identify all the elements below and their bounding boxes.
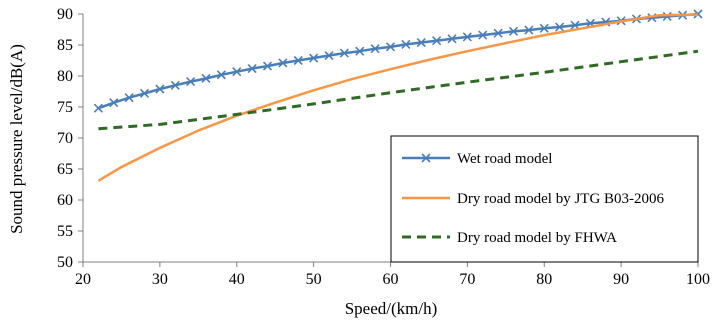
data-point-marker	[385, 42, 396, 52]
legend: Wet road model Dry road model by JTG B03-…	[390, 135, 699, 263]
data-point-marker	[508, 26, 519, 36]
data-point-marker	[247, 63, 257, 74]
y-tick-label: 50	[57, 254, 73, 271]
x-tick-label: 80	[536, 271, 552, 288]
y-tick-label: 65	[57, 161, 73, 178]
data-point-marker	[293, 55, 303, 66]
y-axis-title: Sound pressure level/dB(A)	[7, 44, 26, 234]
legend-label: Dry road model by JTG B03-2006	[457, 191, 665, 207]
x-axis-title: Speed/(km/h)	[345, 299, 438, 318]
y-tick-label: 80	[57, 68, 73, 85]
data-point-marker	[124, 93, 134, 103]
legend-item: Dry road model by FHWA	[402, 230, 617, 246]
y-tick-label: 85	[57, 37, 73, 54]
series-line	[97, 12, 699, 110]
data-point-marker	[170, 80, 180, 90]
data-point-marker	[539, 23, 549, 33]
x-tick-label: 50	[306, 271, 322, 288]
y-tick-label: 75	[57, 99, 73, 116]
data-point-marker	[478, 30, 488, 40]
legend-item: Wet road model	[402, 151, 552, 167]
data-point-marker	[447, 34, 457, 44]
y-tick-label: 60	[57, 192, 73, 209]
legend-label: Wet road model	[457, 151, 552, 167]
legend-marker	[421, 153, 431, 163]
data-point-marker	[462, 32, 472, 42]
data-point-marker	[355, 46, 365, 56]
data-point-marker	[401, 39, 411, 49]
data-point-marker	[216, 70, 226, 80]
data-point-marker	[262, 61, 273, 71]
axes: 50 55 60 65 70 75 80 85 90 20 30 40 50 60 70 80 90 100	[57, 6, 710, 288]
legend-item: Dry road model by JTG B03-2006	[402, 191, 665, 207]
data-point-marker	[93, 103, 103, 113]
data-point-marker	[570, 20, 580, 30]
series-2	[97, 13, 699, 182]
data-point-marker	[324, 50, 334, 61]
series-line	[97, 13, 699, 182]
data-point-marker	[416, 37, 426, 48]
data-point-marker	[201, 73, 211, 84]
series-layer	[93, 9, 703, 182]
y-tick-label: 90	[57, 6, 73, 23]
data-point-marker	[493, 28, 503, 38]
x-tick-label: 20	[75, 271, 91, 288]
data-point-marker	[309, 53, 319, 63]
x-tick-label: 30	[152, 271, 168, 288]
data-point-marker	[109, 98, 119, 108]
legend-label: Dry road model by FHWA	[457, 230, 617, 246]
series-1	[93, 9, 703, 113]
x-tick-label: 60	[383, 271, 399, 288]
series-line	[98, 49, 699, 131]
data-point-marker	[278, 58, 288, 68]
data-point-marker	[139, 88, 150, 98]
x-tick-label: 40	[229, 271, 245, 288]
data-point-marker	[432, 36, 442, 46]
data-point-marker	[555, 22, 565, 32]
data-point-marker	[339, 48, 349, 58]
series-3	[98, 49, 699, 131]
data-point-marker	[155, 84, 165, 94]
data-point-marker	[186, 77, 196, 87]
x-tick-label: 90	[613, 271, 629, 288]
data-point-marker	[232, 67, 242, 77]
data-point-marker	[370, 44, 380, 54]
data-point-marker	[524, 25, 534, 35]
x-tick-label: 70	[459, 271, 475, 288]
data-point-marker	[693, 9, 703, 19]
x-tick-label: 100	[686, 271, 710, 288]
y-tick-label: 70	[57, 130, 73, 147]
y-tick-label: 55	[57, 223, 73, 240]
